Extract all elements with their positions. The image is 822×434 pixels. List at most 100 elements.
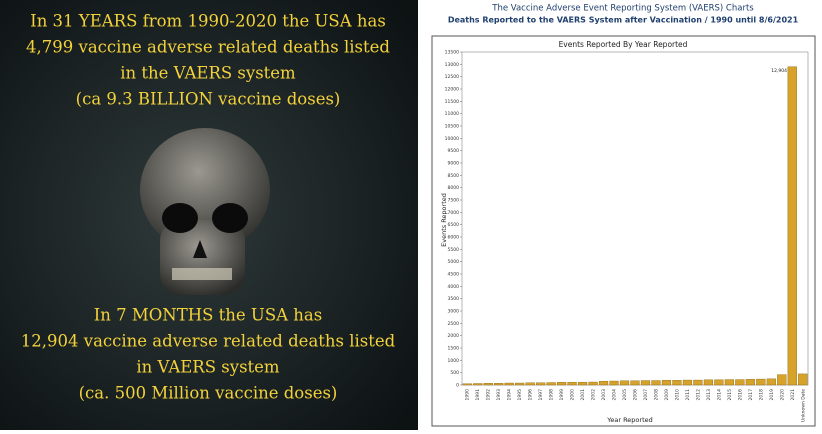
- bar: [724, 379, 734, 386]
- skull: [140, 128, 270, 295]
- y-tick-label: 6000: [448, 235, 460, 241]
- x-tick-label: 1993: [496, 389, 502, 401]
- caption-line: In 7 MONTHS the USA has: [94, 306, 323, 325]
- x-tick-label: 2020: [779, 389, 785, 401]
- y-tick-label: 12500: [445, 74, 459, 80]
- x-tick-label: 2003: [601, 389, 607, 401]
- y-tick-label: 2500: [448, 321, 460, 327]
- x-tick-label: 2019: [769, 389, 775, 401]
- value-label: 12,904: [771, 68, 787, 74]
- x-tick-label: 2012: [695, 389, 701, 401]
- x-tick-label: 1995: [517, 389, 523, 401]
- y-tick-label: 10000: [445, 136, 459, 142]
- bar: [588, 381, 598, 386]
- y-tick-label: 3000: [448, 309, 460, 315]
- caption-line: (ca 9.3 BILLION vaccine doses): [76, 90, 341, 109]
- y-tick-label: 8000: [448, 185, 460, 191]
- plot-title: Events Reported By Year Reported: [559, 40, 688, 49]
- y-tick-label: 5500: [448, 247, 460, 253]
- y-tick-label: 500: [450, 370, 459, 376]
- x-tick-label: 2015: [727, 389, 733, 401]
- y-tick-label: 13500: [445, 50, 459, 56]
- y-tick-label: 5000: [448, 259, 460, 265]
- bar: [640, 380, 651, 386]
- bar: [798, 373, 808, 386]
- chart-title: The Vaccine Adverse Event Reporting Syst…: [491, 4, 754, 14]
- y-tick-label: 11000: [445, 111, 459, 117]
- y-tick-label: 7500: [448, 198, 460, 204]
- caption-line: (ca. 500 Million vaccine doses): [79, 384, 338, 403]
- x-tick-label: 2002: [591, 389, 597, 401]
- x-tick-label: 2011: [685, 389, 691, 401]
- x-tick-label: 2009: [664, 389, 670, 401]
- x-tick-label: 1991: [475, 389, 481, 401]
- x-tick-label: 2004: [612, 389, 618, 401]
- caption-line: in the VAERS system: [120, 64, 296, 83]
- x-tick-label: 2010: [674, 389, 680, 401]
- bar: [651, 380, 661, 386]
- bar: [745, 379, 755, 386]
- bar: [756, 378, 766, 386]
- bar: [473, 383, 483, 386]
- x-tick-label: 2013: [706, 389, 712, 401]
- bar: [577, 382, 588, 386]
- bar: [494, 383, 504, 386]
- y-tick-label: 1000: [448, 358, 460, 364]
- bar: [703, 379, 713, 386]
- x-tick-label: 2005: [622, 389, 628, 401]
- bar: [598, 381, 609, 386]
- caption-line: in VAERS system: [136, 358, 280, 377]
- x-tick-label: Unknown Date: [800, 389, 806, 422]
- y-tick-label: 6500: [448, 222, 460, 228]
- bar: [567, 382, 577, 386]
- bar: [609, 380, 619, 386]
- caption-line: In 31 YEARS from 1990-2020 the USA has: [30, 12, 386, 31]
- bar: [735, 379, 745, 386]
- x-tick-label: 2017: [748, 389, 754, 401]
- y-tick-label: 4000: [448, 284, 460, 290]
- chart-subtitle: Deaths Reported to the VAERS System afte…: [448, 16, 799, 25]
- x-tick-label: 2000: [570, 389, 576, 401]
- bar: [787, 66, 797, 386]
- y-tick-label: 9000: [448, 161, 460, 167]
- x-tick-label: 2016: [737, 389, 743, 401]
- bar: [682, 379, 693, 386]
- x-tick-label: 1994: [507, 389, 513, 401]
- bar: [525, 382, 535, 386]
- bar: [630, 380, 640, 386]
- y-axis-label: Events Reported: [440, 193, 448, 247]
- y-tick-label: 4500: [448, 272, 460, 278]
- bar: [777, 374, 787, 386]
- bar: [766, 378, 776, 386]
- bar: [515, 382, 525, 386]
- x-axis-label: Year Reported: [606, 416, 653, 424]
- bar: [504, 382, 514, 386]
- y-tick-label: 8500: [448, 173, 460, 179]
- bar: [483, 383, 493, 386]
- bar: [546, 382, 556, 386]
- y-tick-label: 2000: [448, 333, 460, 339]
- bar: [661, 380, 672, 386]
- bar: [536, 382, 546, 386]
- y-tick-label: 12000: [445, 87, 459, 93]
- bar: [557, 382, 567, 386]
- x-tick-label: 2006: [633, 389, 639, 401]
- y-tick-label: 7000: [448, 210, 460, 216]
- y-tick-label: 10500: [445, 124, 459, 130]
- bar: [693, 379, 703, 386]
- x-tick-label: 1996: [528, 389, 534, 401]
- y-tick-label: 13000: [445, 62, 459, 68]
- y-tick-label: 1500: [448, 346, 460, 352]
- bar: [714, 379, 724, 386]
- x-tick-label: 1999: [559, 389, 565, 401]
- bar: [672, 380, 682, 386]
- caption-line: 4,799 vaccine adverse related deaths lis…: [26, 38, 390, 57]
- x-tick-label: 1992: [486, 389, 492, 401]
- x-tick-label: 2007: [643, 389, 649, 401]
- x-tick-label: 2021: [790, 389, 796, 401]
- x-tick-label: 2008: [653, 389, 659, 401]
- y-tick-label: 0: [456, 383, 459, 389]
- y-tick-label: 11500: [445, 99, 459, 105]
- bar: [462, 383, 472, 386]
